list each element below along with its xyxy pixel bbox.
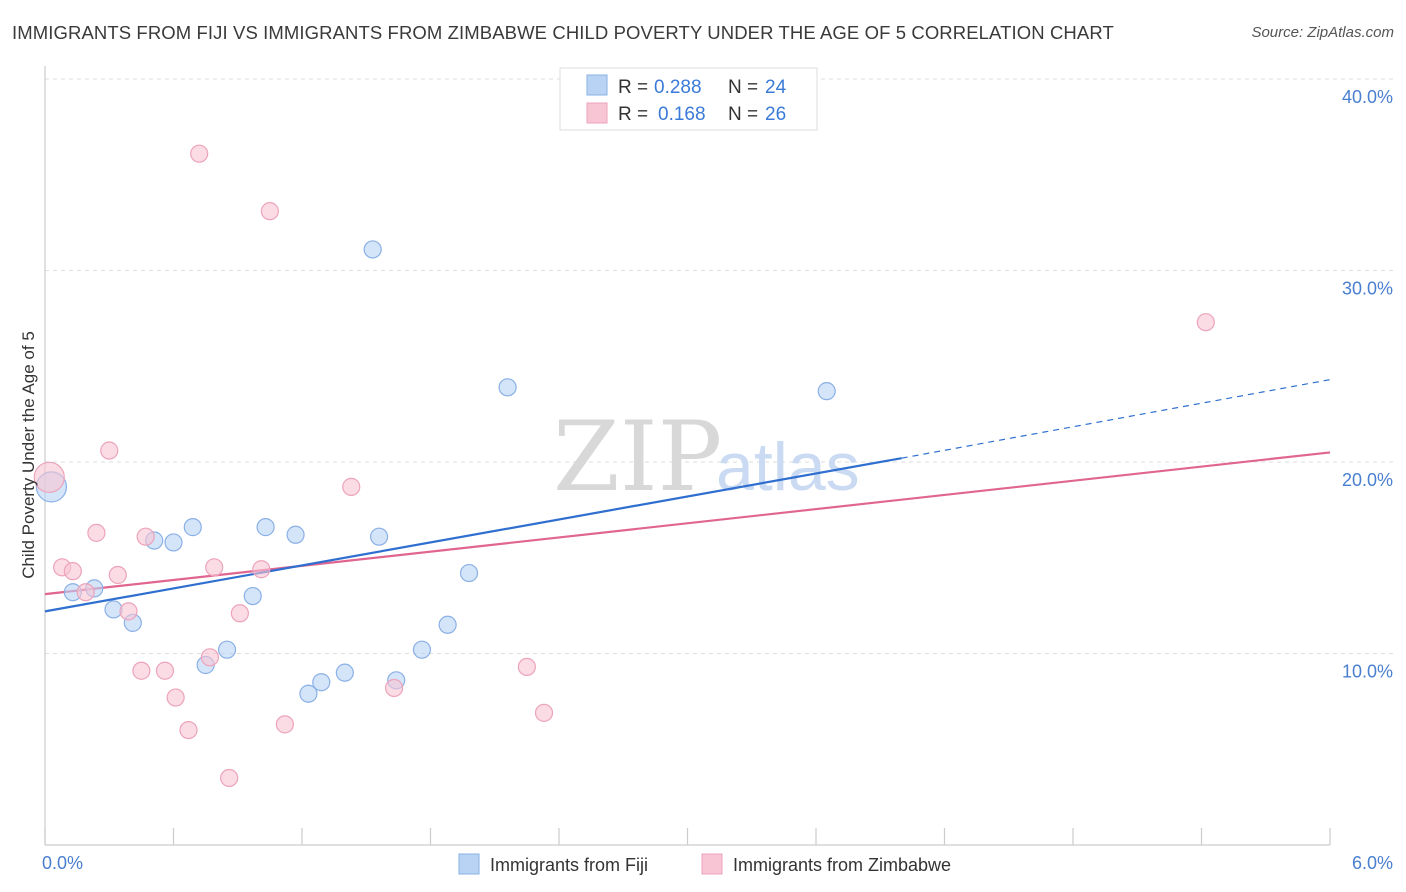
watermark-zip: ZIP bbox=[553, 401, 722, 513]
point-fiji-20 bbox=[438, 615, 457, 634]
legend-n-value-zimbabwe: 26 bbox=[765, 104, 786, 125]
point-zimbabwe-11 bbox=[166, 688, 185, 707]
point-fiji-9 bbox=[217, 640, 237, 659]
point-fiji-16 bbox=[363, 240, 382, 259]
legend-n-label-fiji: N = bbox=[728, 77, 758, 98]
legend: R = 0.288 N = 24 R = 0.168 N = 26 bbox=[559, 67, 818, 131]
legend-r-value-zimbabwe: 0.168 bbox=[658, 104, 706, 125]
axes bbox=[44, 66, 1331, 846]
point-fiji-19 bbox=[412, 640, 432, 659]
chart-title: IMMIGRANTS FROM FIJI VS IMMIGRANTS FROM … bbox=[12, 22, 1114, 43]
point-zimbabwe-6 bbox=[108, 565, 127, 585]
point-zimbabwe-21 bbox=[342, 477, 361, 496]
point-fiji-23 bbox=[817, 382, 836, 401]
point-fiji-11 bbox=[256, 518, 275, 537]
point-zimbabwe-2 bbox=[63, 562, 82, 581]
point-zimbabwe-7 bbox=[119, 602, 138, 621]
legend-n-value-fiji: 24 bbox=[765, 77, 787, 98]
y-tick-label-1: 20.0% bbox=[1342, 470, 1393, 490]
bottom-legend-zimbabwe: Immigrants from Zimbabwe bbox=[733, 855, 951, 875]
y-axis-label: Child Poverty Under the Age of 5 bbox=[19, 331, 38, 579]
bottom-legend-swatch-zimbabwe bbox=[701, 853, 723, 875]
point-zimbabwe-9 bbox=[136, 527, 155, 546]
point-fiji-7 bbox=[183, 518, 202, 537]
legend-r-label-zimbabwe: R = bbox=[618, 104, 648, 125]
point-zimbabwe-17 bbox=[230, 604, 249, 623]
point-zimbabwe-12 bbox=[179, 720, 198, 740]
point-zimbabwe-25 bbox=[1196, 313, 1215, 332]
source-credit: Source: ZipAtlas.com bbox=[1251, 24, 1394, 41]
y-tick-label-0: 10.0% bbox=[1342, 662, 1393, 682]
point-zimbabwe-10 bbox=[155, 661, 175, 680]
point-zimbabwe-18 bbox=[252, 560, 271, 579]
bottom-legend-swatch-fiji bbox=[458, 853, 480, 875]
point-zimbabwe-0 bbox=[33, 461, 65, 493]
point-zimbabwe-4 bbox=[87, 523, 106, 542]
point-zimbabwe-3 bbox=[76, 583, 95, 602]
legend-r-label-fiji: R = bbox=[618, 77, 648, 98]
point-fiji-6 bbox=[164, 533, 183, 552]
point-fiji-12 bbox=[286, 525, 305, 544]
legend-swatch-fiji bbox=[586, 74, 608, 96]
point-zimbabwe-5 bbox=[100, 441, 119, 460]
x-tick-label-max: 6.0% bbox=[1352, 853, 1393, 873]
point-fiji-17 bbox=[370, 527, 389, 546]
point-fiji-13 bbox=[299, 684, 318, 703]
point-fiji-3 bbox=[104, 600, 123, 619]
point-zimbabwe-20 bbox=[275, 715, 294, 734]
point-zimbabwe-22 bbox=[384, 678, 404, 698]
point-zimbabwe-8 bbox=[132, 661, 151, 680]
point-zimbabwe-15 bbox=[205, 558, 224, 577]
point-fiji-15 bbox=[335, 663, 354, 682]
point-fiji-22 bbox=[498, 378, 517, 397]
trend-line-fiji-extension bbox=[901, 379, 1331, 459]
point-fiji-10 bbox=[243, 586, 262, 606]
point-zimbabwe-14 bbox=[200, 648, 220, 667]
grid-lines bbox=[45, 78, 1393, 654]
legend-swatch-zimbabwe bbox=[586, 102, 608, 124]
bottom-legend: Immigrants from Fiji Immigrants from Zim… bbox=[458, 853, 951, 875]
bottom-legend-fiji: Immigrants from Fiji bbox=[490, 855, 648, 875]
y-tick-labels: 10.0% 20.0% 30.0% 40.0% bbox=[1342, 87, 1393, 682]
point-zimbabwe-19 bbox=[260, 202, 279, 221]
point-zimbabwe-24 bbox=[534, 703, 554, 722]
legend-r-value-fiji: 0.288 bbox=[654, 77, 702, 98]
point-fiji-14 bbox=[312, 673, 331, 692]
point-fiji-21 bbox=[459, 563, 479, 583]
watermark-atlas: atlas bbox=[716, 429, 860, 505]
data-points bbox=[33, 144, 1215, 788]
y-tick-label-2: 30.0% bbox=[1342, 279, 1393, 299]
y-tick-label-3: 40.0% bbox=[1342, 87, 1393, 107]
point-zimbabwe-16 bbox=[220, 768, 239, 788]
legend-n-label-zimbabwe: N = bbox=[728, 104, 758, 125]
point-zimbabwe-13 bbox=[190, 144, 209, 163]
point-zimbabwe-23 bbox=[517, 657, 536, 677]
trend-line-fiji bbox=[44, 457, 902, 613]
x-tick-label-min: 0.0% bbox=[42, 853, 83, 873]
